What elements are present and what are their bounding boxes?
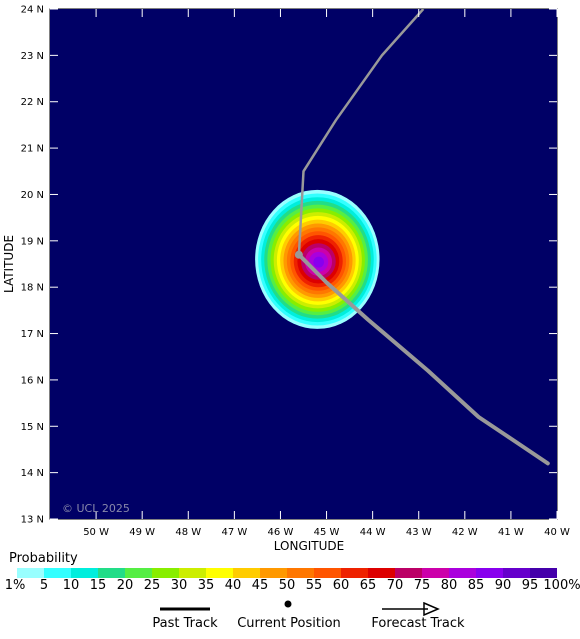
probability-scale-label: 45	[251, 578, 269, 593]
axis-ticks	[50, 8, 558, 520]
past-track-line-icon	[160, 607, 210, 611]
y-tick-label: 23 N	[21, 51, 44, 62]
x-tick-label: 41 W	[498, 527, 524, 538]
probability-scale-label: 90	[494, 578, 512, 593]
probability-color-swatch	[449, 568, 476, 578]
probability-scale-label: 30	[170, 578, 188, 593]
probability-scale-labels: 1% 5 10 15 20 25 30 35 40 45 50 55 60 65 70 75 80 85 90 95 1…	[0, 578, 580, 594]
x-tick-labels: 50 W 49 W 48 W 47 W 46 W 45 W 44 W 43 W 42 W 41 W…	[83, 527, 570, 538]
x-tick-label: 46 W	[268, 527, 294, 538]
probability-color-swatch	[395, 568, 422, 578]
y-tick-labels: 24 N 23 N 22 N 21 N 20 N 19 N 18 N 17 N 16 N 15 N…	[21, 5, 44, 526]
probability-color-swatch	[98, 568, 125, 578]
legend-past-track: Past Track	[140, 598, 230, 634]
probability-scale-label: 85	[467, 578, 485, 593]
probability-color-swatch	[260, 568, 287, 578]
legend-forecast-track: Forecast Track	[368, 598, 468, 634]
watermark: © UCL 2025	[62, 502, 130, 515]
probability-color-swatch	[179, 568, 206, 578]
probability-scale-label: 15	[89, 578, 107, 593]
probability-color-swatch	[314, 568, 341, 578]
x-tick-label: 43 W	[406, 527, 432, 538]
probability-scale-label: 70	[386, 578, 404, 593]
x-tick-label: 44 W	[360, 527, 386, 538]
probability-scale-label: 95	[521, 578, 539, 593]
probability-scale-label: 5	[39, 578, 49, 593]
probability-color-swatch	[44, 568, 71, 578]
probability-color-swatch	[368, 568, 395, 578]
legend-forecast-track-label: Forecast Track	[371, 616, 465, 631]
x-tick-label: 49 W	[129, 527, 155, 538]
y-tick-label: 22 N	[21, 97, 44, 108]
x-tick-label: 48 W	[175, 527, 201, 538]
probability-color-swatch	[125, 568, 152, 578]
y-tick-label: 24 N	[21, 5, 44, 16]
y-tick-label: 18 N	[21, 283, 44, 294]
probability-color-swatch	[71, 568, 98, 578]
probability-color-swatch	[476, 568, 503, 578]
track-legend: Past Track Current Position Forecast Tra…	[0, 598, 580, 638]
x-tick-label: 45 W	[314, 527, 340, 538]
y-tick-label: 15 N	[21, 422, 44, 433]
y-tick-label: 17 N	[21, 329, 44, 340]
storm-tracks	[294, 9, 550, 466]
x-tick-label: 40 W	[544, 527, 570, 538]
y-tick-label: 13 N	[21, 515, 44, 526]
y-tick-label: 19 N	[21, 236, 44, 247]
probability-scale-label: 1%	[4, 578, 26, 593]
y-tick-label: 21 N	[21, 144, 44, 155]
y-tick-label: 20 N	[21, 190, 44, 201]
probability-color-swatch	[17, 568, 44, 578]
probability-scale-label: 80	[440, 578, 458, 593]
probability-color-swatch	[341, 568, 368, 578]
probability-color-swatch	[422, 568, 449, 578]
probability-scale-label: 20	[116, 578, 134, 593]
probability-color-bar	[17, 568, 557, 578]
probability-color-swatch	[503, 568, 530, 578]
x-tick-label: 47 W	[221, 527, 247, 538]
y-axis-label: LATITUDE	[2, 235, 16, 293]
probability-scale-label: 25	[143, 578, 161, 593]
forecast-arrow-icon	[382, 602, 440, 616]
probability-map: 50 W 49 W 48 W 47 W 46 W 45 W 44 W 43 W 42 W 41 W…	[2, 5, 570, 554]
probability-scale-label: 55	[305, 578, 323, 593]
probability-scale-label: 50	[278, 578, 296, 593]
forecast-track-line	[296, 252, 550, 466]
probability-scale-label: 65	[359, 578, 377, 593]
x-axis-label: LONGITUDE	[274, 539, 344, 553]
probability-scale-label: 75	[413, 578, 431, 593]
probability-color-swatch	[233, 568, 260, 578]
legend-current-position: Current Position	[235, 598, 345, 634]
probability-color-swatch	[206, 568, 233, 578]
x-tick-label: 42 W	[452, 527, 478, 538]
probability-scale-label: 60	[332, 578, 350, 593]
legend-past-track-label: Past Track	[152, 616, 218, 631]
probability-scale-label: 35	[197, 578, 215, 593]
probability-scale-title: Probability	[9, 551, 78, 566]
probability-scale-label: 100%	[543, 578, 580, 593]
probability-color-swatch	[287, 568, 314, 578]
current-position-dot-icon	[284, 600, 292, 608]
y-tick-label: 16 N	[21, 375, 44, 386]
legend-current-position-label: Current Position	[237, 616, 341, 631]
probability-scale-label: 10	[62, 578, 80, 593]
past-track-line	[297, 9, 425, 255]
probability-color-swatch	[530, 568, 557, 578]
probability-contour	[313, 256, 325, 268]
current-position-marker	[294, 250, 303, 259]
strike-probability-field	[255, 189, 380, 329]
probability-scale-label: 40	[224, 578, 242, 593]
x-tick-label: 50 W	[83, 527, 109, 538]
y-tick-label: 14 N	[21, 468, 44, 479]
probability-color-swatch	[152, 568, 179, 578]
